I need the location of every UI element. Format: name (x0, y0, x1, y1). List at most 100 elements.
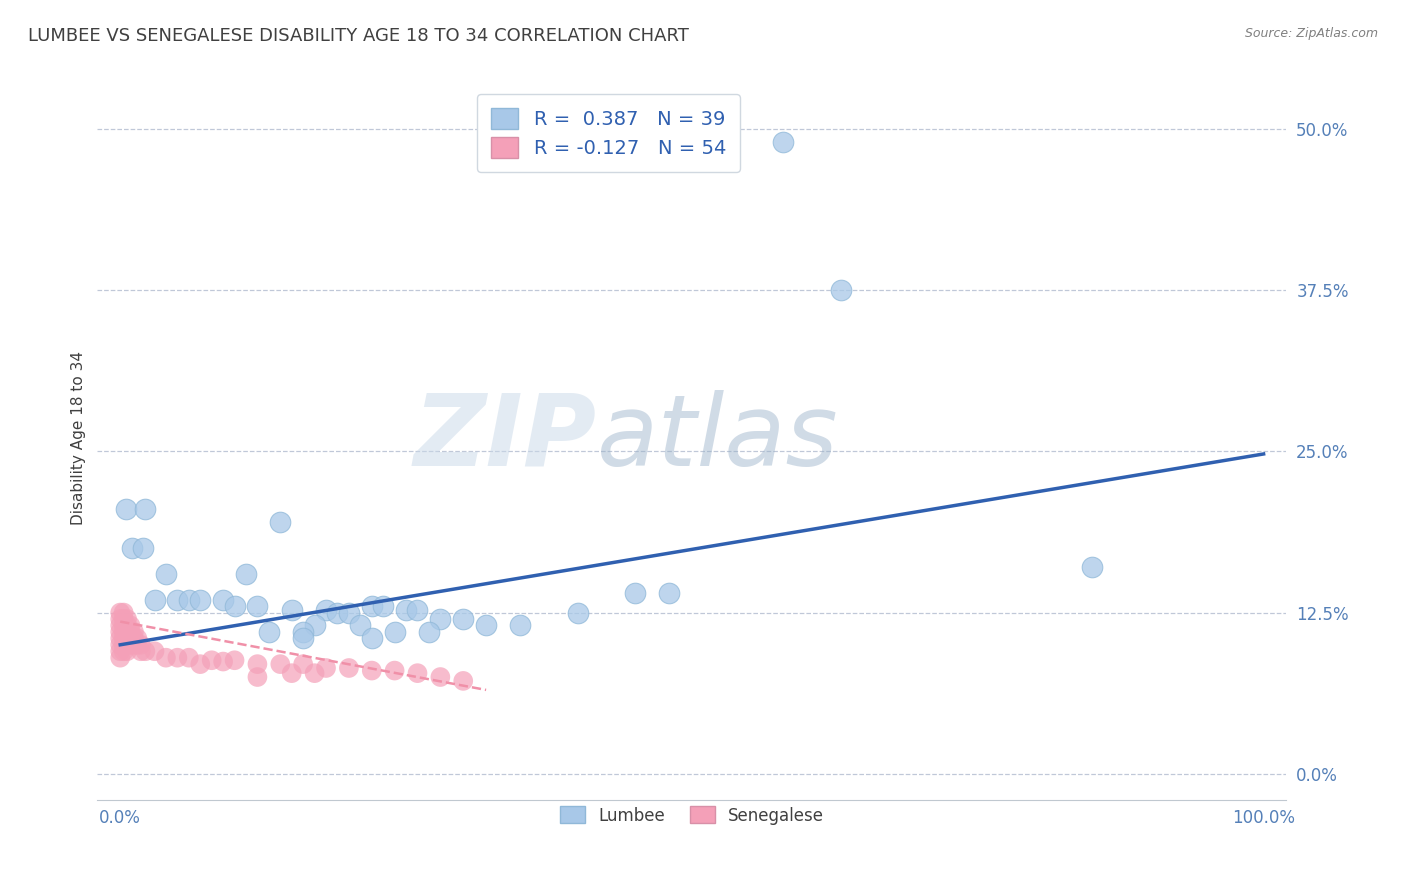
Point (280, 666, 302, 681)
Point (406, 666, 429, 681)
Point (115, 632, 138, 646)
Point (451, 673, 474, 688)
Point (129, 644, 152, 658)
Point (315, 661, 337, 675)
Point (112, 618, 135, 632)
Point (110, 650, 132, 665)
Point (292, 657, 315, 672)
Point (115, 612, 138, 626)
Point (110, 624, 132, 639)
Point (188, 592, 211, 607)
Point (451, 612, 474, 626)
Legend: Lumbee, Senegalese: Lumbee, Senegalese (550, 797, 834, 835)
Point (166, 592, 188, 607)
Point (360, 632, 382, 646)
Point (112, 644, 135, 658)
Point (360, 664, 382, 678)
Point (246, 599, 269, 613)
Point (120, 632, 142, 646)
Point (110, 606, 132, 620)
Point (429, 670, 451, 684)
Point (115, 624, 138, 639)
Point (121, 541, 143, 555)
Point (304, 666, 326, 681)
Point (429, 612, 451, 626)
Point (384, 664, 406, 678)
Point (395, 603, 418, 617)
Point (110, 638, 132, 652)
Point (115, 502, 138, 516)
Point (304, 618, 326, 632)
Point (658, 586, 681, 600)
Point (155, 650, 177, 665)
Point (188, 657, 211, 672)
Point (134, 644, 156, 658)
Point (127, 632, 149, 646)
Point (177, 650, 200, 665)
Point (122, 632, 145, 646)
Point (112, 612, 135, 626)
Point (112, 632, 135, 646)
Point (110, 644, 132, 658)
Point (201, 653, 224, 667)
Point (269, 516, 291, 530)
Point (360, 599, 382, 613)
Text: LUMBEE VS SENEGALESE DISABILITY AGE 18 TO 34 CORRELATION CHART: LUMBEE VS SENEGALESE DISABILITY AGE 18 T… (28, 27, 689, 45)
Point (155, 566, 177, 581)
Point (143, 592, 166, 607)
Point (257, 624, 280, 639)
Point (115, 644, 138, 658)
Point (567, 606, 589, 620)
Point (112, 624, 135, 639)
Point (418, 624, 440, 639)
Text: atlas: atlas (596, 390, 838, 487)
Point (112, 638, 135, 652)
Point (623, 586, 645, 600)
Point (134, 502, 156, 516)
Point (166, 650, 188, 665)
Point (509, 618, 531, 632)
Point (120, 638, 142, 652)
Point (120, 618, 142, 632)
Point (349, 618, 371, 632)
Point (326, 606, 349, 620)
Point (292, 624, 315, 639)
Point (127, 638, 149, 652)
Point (1081, 560, 1104, 574)
Point (246, 657, 269, 672)
Y-axis label: Disability Age 18 to 34: Disability Age 18 to 34 (72, 351, 86, 525)
Point (120, 624, 142, 639)
Point (212, 592, 235, 607)
Point (373, 599, 395, 613)
Point (110, 618, 132, 632)
Point (246, 670, 269, 684)
Point (132, 541, 155, 555)
Point (315, 603, 337, 617)
Point (112, 606, 135, 620)
Point (212, 655, 235, 669)
Point (830, 283, 852, 297)
Point (115, 618, 138, 632)
Point (122, 638, 145, 652)
Point (177, 592, 200, 607)
Point (280, 603, 302, 617)
Point (122, 624, 145, 639)
Point (224, 599, 246, 613)
Point (337, 661, 360, 675)
Point (129, 638, 152, 652)
Point (269, 657, 291, 672)
Point (772, 135, 794, 149)
Text: ZIP: ZIP (413, 390, 596, 487)
Point (224, 653, 246, 667)
Point (110, 612, 132, 626)
Text: Source: ZipAtlas.com: Source: ZipAtlas.com (1244, 27, 1378, 40)
Point (337, 606, 360, 620)
Point (110, 632, 132, 646)
Point (235, 566, 257, 581)
Point (143, 644, 166, 658)
Point (292, 632, 315, 646)
Point (384, 624, 406, 639)
Point (406, 603, 429, 617)
Point (475, 618, 498, 632)
Point (115, 638, 138, 652)
